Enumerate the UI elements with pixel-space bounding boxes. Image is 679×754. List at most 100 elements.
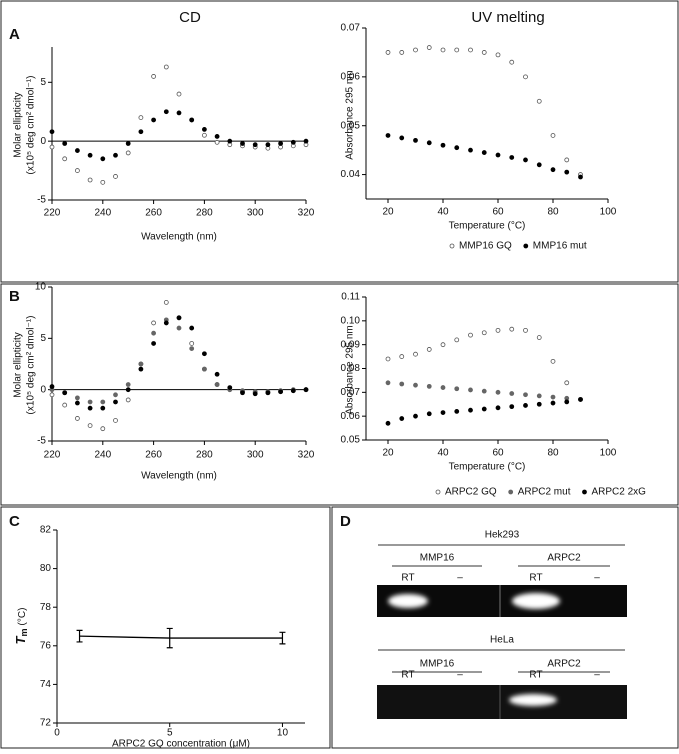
data-point <box>468 387 473 393</box>
data-point <box>468 47 473 53</box>
data-point <box>536 98 542 104</box>
data-point <box>509 391 515 396</box>
data-point <box>509 59 515 65</box>
data-point <box>214 371 220 377</box>
x-tick-label: 80 <box>547 207 559 218</box>
data-point <box>189 341 195 346</box>
data-point <box>509 326 515 332</box>
cell-line-label: Hek293 <box>485 530 520 541</box>
data-point <box>426 140 432 146</box>
legend-label: ARPC2 GQ <box>445 487 497 498</box>
panel-frame <box>0 506 331 749</box>
line <box>79 635 283 639</box>
x-tick-label: 5 <box>167 728 173 739</box>
data-point <box>151 330 157 336</box>
gene-label: MMP16 <box>420 659 455 670</box>
data-point <box>495 389 501 395</box>
data-point <box>454 47 460 53</box>
data-point <box>176 325 182 331</box>
panel-frame <box>0 0 679 283</box>
data-point <box>125 141 131 146</box>
data-point <box>399 416 405 421</box>
data-point <box>413 382 418 388</box>
data-point <box>125 397 131 403</box>
x-tick-label: 280 <box>196 208 213 219</box>
data-point <box>578 397 583 402</box>
data-point <box>227 138 233 144</box>
data-point <box>550 167 556 173</box>
data-point <box>100 156 106 162</box>
column-title: UV melting <box>471 9 544 26</box>
data-point <box>523 157 528 163</box>
y-tick-label: 5 <box>40 333 46 344</box>
gene-label: ARPC2 <box>547 659 581 670</box>
x-tick-label: 100 <box>600 207 617 218</box>
y-tick-label: 0.11 <box>341 292 360 303</box>
lane-label: RT <box>401 670 414 681</box>
x-axis-label: Wavelength (nm) <box>141 471 217 482</box>
data-point <box>290 139 296 145</box>
data-point <box>163 64 169 70</box>
x-tick-label: 40 <box>437 207 449 218</box>
y-tick-label: 0.06 <box>341 71 361 82</box>
x-tick-label: 220 <box>44 450 61 461</box>
panel-label: C <box>9 513 20 530</box>
y-axis-label: Absorbance 295 nm <box>345 325 356 415</box>
data-point <box>413 413 418 419</box>
x-tick-label: 60 <box>492 207 504 218</box>
y-axis-label-unit: (°C) <box>17 608 28 626</box>
data-point <box>214 134 220 139</box>
x-tick-label: 260 <box>145 450 162 461</box>
data-point <box>399 50 405 55</box>
data-point <box>440 342 446 348</box>
data-point <box>252 142 258 148</box>
x-tick-label: 220 <box>44 208 61 219</box>
legend-label: ARPC2 mut <box>518 487 571 498</box>
data-point <box>481 388 487 394</box>
data-point <box>385 356 391 362</box>
data-point <box>564 380 570 386</box>
data-point <box>385 380 391 386</box>
y-tick-label: -5 <box>37 195 46 206</box>
data-point <box>509 404 515 410</box>
column-title: CD <box>179 9 201 26</box>
data-point <box>564 157 570 163</box>
data-point <box>176 91 182 97</box>
data-point <box>495 152 501 158</box>
data-point <box>75 168 80 173</box>
data-point <box>578 174 583 180</box>
panel-frame <box>0 283 679 506</box>
data-point <box>62 402 68 408</box>
x-tick-label: 40 <box>437 448 449 459</box>
data-point <box>214 139 220 145</box>
data-point <box>214 382 220 387</box>
data-point <box>413 351 418 357</box>
data-point <box>440 47 446 53</box>
data-point <box>550 400 556 406</box>
data-point <box>113 152 118 158</box>
data-point <box>440 385 446 390</box>
data-point <box>138 129 144 135</box>
data-point <box>468 147 473 153</box>
data-point <box>240 141 245 146</box>
data-point <box>201 366 207 372</box>
data-point <box>163 109 169 115</box>
data-point <box>49 392 55 398</box>
x-tick-label: 320 <box>298 450 315 461</box>
data-point <box>189 325 195 331</box>
y-tick-label: 0.10 <box>341 315 361 326</box>
data-point <box>189 117 195 123</box>
data-point <box>201 132 207 138</box>
x-tick-label: 260 <box>145 208 162 219</box>
data-point <box>399 354 405 359</box>
data-point <box>454 145 460 151</box>
data-point <box>290 388 296 394</box>
data-point <box>454 337 460 343</box>
data-point <box>176 110 182 116</box>
data-point <box>303 138 309 144</box>
data-point <box>151 117 157 123</box>
data-point <box>385 50 391 55</box>
data-point <box>100 179 106 185</box>
data-point <box>62 141 68 146</box>
x-axis-label: Temperature (°C) <box>449 221 526 232</box>
